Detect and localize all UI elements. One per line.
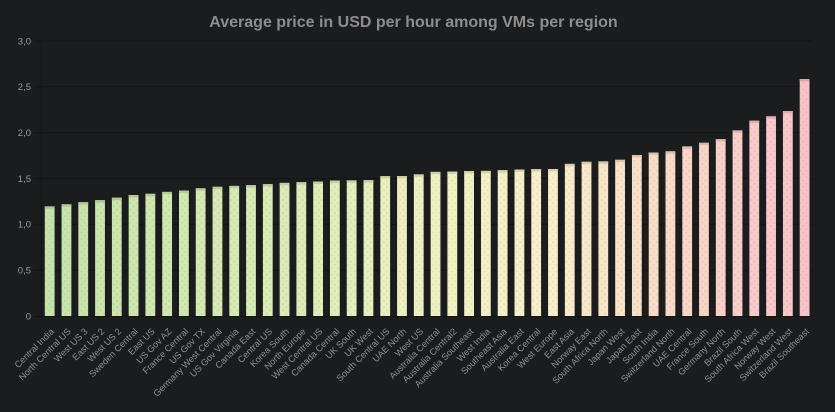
svg-text:1,0: 1,0 [18, 220, 31, 231]
svg-text:2,5: 2,5 [18, 82, 31, 93]
svg-text:1,5: 1,5 [18, 174, 31, 185]
svg-text:2,0: 2,0 [18, 128, 31, 139]
svg-text:0,5: 0,5 [18, 266, 31, 277]
svg-text:3,0: 3,0 [18, 36, 31, 47]
svg-text:Average price in USD per hour: Average price in USD per hour among VMs … [209, 14, 617, 31]
svg-text:0: 0 [26, 311, 31, 322]
